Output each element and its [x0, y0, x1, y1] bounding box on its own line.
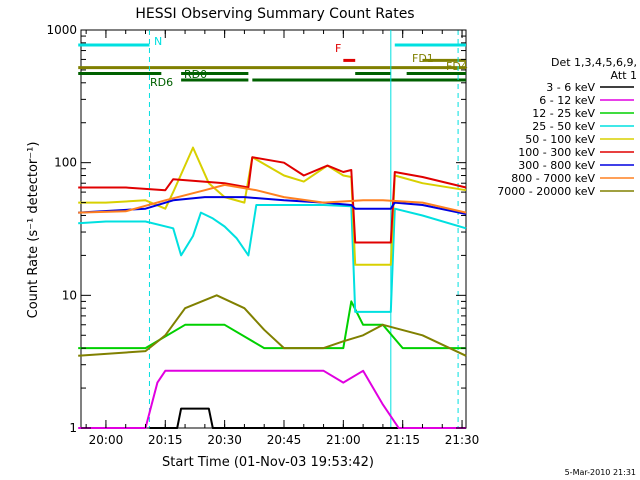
- series-line-3: [78, 204, 467, 313]
- y-tick-label: 1: [69, 421, 77, 435]
- legend-label-8: 7000 - 20000 keV: [497, 185, 595, 198]
- legend-header: Att 1: [611, 69, 637, 82]
- legend-label-3: 25 - 50 keV: [532, 120, 595, 133]
- legend-label-2: 12 - 25 keV: [532, 107, 595, 120]
- y-tick-label: 100: [54, 156, 77, 170]
- series-line-8: [78, 294, 467, 357]
- flag-label-fd4: FD4: [446, 60, 468, 73]
- flag-label-f: F: [335, 42, 341, 55]
- legend-label-1: 6 - 12 keV: [539, 94, 595, 107]
- legend-label-5: 100 - 300 keV: [518, 146, 595, 159]
- series-line-5: [78, 156, 467, 244]
- y-axis-label: Count Rate (s⁻¹ detector⁻¹): [26, 142, 41, 319]
- series-line-7: [78, 183, 467, 214]
- x-tick-label: 21:00: [326, 433, 361, 447]
- x-tick-label: 20:00: [89, 433, 124, 447]
- flag-label-fd1: FD1: [412, 52, 434, 65]
- x-tick-label: 20:45: [267, 433, 302, 447]
- x-tick-label: 20:15: [148, 433, 183, 447]
- x-axis-label: Start Time (01-Nov-03 19:53:42): [162, 455, 374, 470]
- x-tick-label: 21:30: [445, 433, 480, 447]
- flag-label-n: N: [154, 35, 162, 48]
- flag-label-rd6: RD6: [150, 76, 173, 89]
- x-tick-label: 20:30: [207, 433, 242, 447]
- series-line-0: [149, 407, 466, 429]
- legend-label-0: 3 - 6 keV: [546, 81, 595, 94]
- x-tick-label: 21:15: [385, 433, 420, 447]
- footer-date: 5-Mar-2010 21:31: [565, 468, 636, 477]
- legend-header: Det 1,3,4,5,6,9,: [551, 56, 637, 69]
- series-line-1: [78, 369, 466, 429]
- series-line-4: [78, 146, 467, 266]
- chart-title: HESSI Observing Summary Count Rates: [135, 6, 414, 22]
- legend-label-4: 50 - 100 keV: [525, 133, 595, 146]
- series-line-2: [78, 300, 466, 350]
- plot-area: [80, 29, 467, 429]
- legend-label-7: 800 - 7000 keV: [511, 172, 595, 185]
- y-tick-label: 1000: [46, 23, 77, 37]
- y-tick-label: 10: [62, 288, 77, 302]
- legend-label-6: 300 - 800 keV: [518, 159, 595, 172]
